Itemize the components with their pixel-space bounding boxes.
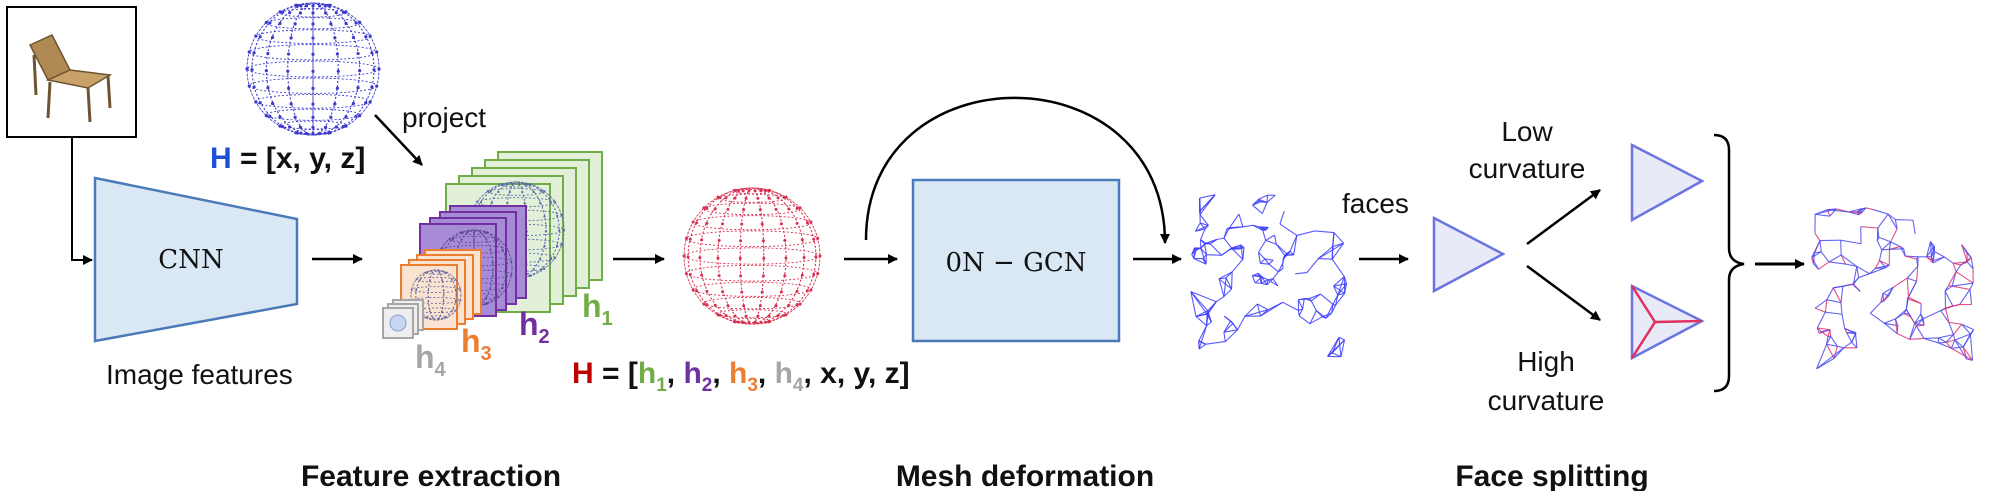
- section-feature-extraction: Feature extraction: [301, 460, 561, 491]
- gcn-label: 0N − GCN: [945, 248, 1086, 278]
- equation-h-rest: = [x, y, z]: [232, 142, 366, 175]
- equation-h-xyz: H = [x, y, z]: [210, 142, 365, 175]
- section-mesh-deformation: Mesh deformation: [896, 460, 1154, 491]
- merge-bracket: [1713, 133, 1745, 393]
- low-curvature-label-1: Low: [1501, 116, 1553, 147]
- to-high-curvature-arrow: [1526, 264, 1601, 322]
- high-curvature-label-2: curvature: [1488, 385, 1605, 416]
- stack-label-h1: h1: [582, 288, 613, 330]
- skip-connection-arc: [864, 96, 1170, 244]
- input-sphere-blue: [245, 2, 381, 136]
- cnn-block: [93, 176, 299, 343]
- feature-map-stack: [382, 151, 603, 339]
- stack-label-h2: h2: [519, 306, 550, 348]
- feature-sphere-red: [682, 187, 822, 325]
- equation-h-var: H: [210, 142, 232, 175]
- face-triangle: [1432, 215, 1506, 294]
- chair-thumbnail-icon: [28, 34, 113, 123]
- image-to-cnn-arrow: [71, 138, 93, 265]
- equation-h-full: H = [h1, h2, h3, h4, x, y, z]: [572, 357, 910, 396]
- gcn-block: [911, 178, 1121, 343]
- stack-label-h4: h4: [415, 339, 447, 381]
- image-features-label: Image features: [106, 359, 293, 390]
- low-curvature-triangle: [1630, 142, 1705, 223]
- input-image: [6, 6, 137, 138]
- project-arrow: [374, 114, 423, 166]
- project-label: project: [402, 102, 486, 133]
- deformed-mesh-blue: [1190, 194, 1348, 358]
- section-face-splitting: Face splitting: [1455, 460, 1648, 491]
- cnn-label: CNN: [158, 245, 223, 275]
- faces-label: faces: [1342, 188, 1409, 219]
- high-curvature-label-1: High: [1517, 346, 1575, 377]
- to-low-curvature-arrow: [1526, 188, 1601, 246]
- low-curvature-label-2: curvature: [1469, 153, 1586, 184]
- refined-mesh-output: [1811, 207, 1975, 370]
- stack-label-h3: h3: [461, 323, 492, 365]
- high-curvature-triangle-split: [1630, 283, 1705, 361]
